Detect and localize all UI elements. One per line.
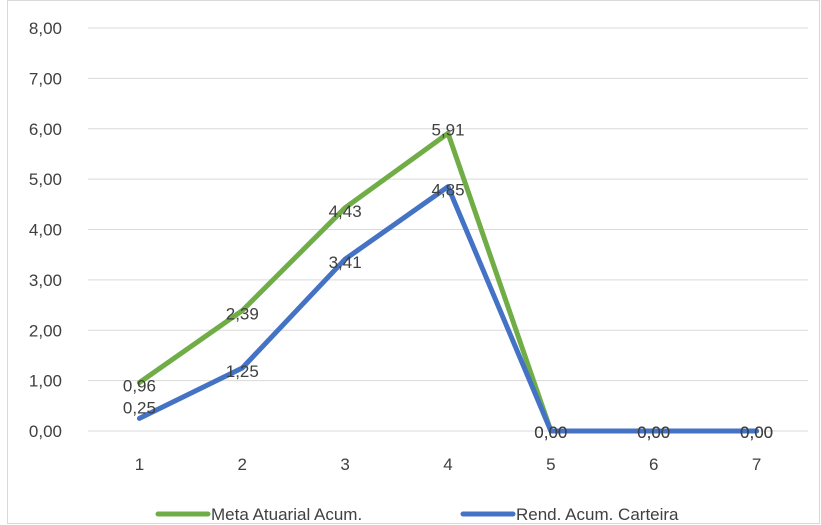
y-tick-label: 0,00 bbox=[29, 422, 62, 441]
x-axis-ticks: 1 2 3 4 5 6 7 bbox=[135, 455, 762, 474]
data-label: 3,41 bbox=[329, 253, 362, 272]
x-tick-label: 1 bbox=[135, 455, 144, 474]
data-label: 1,25 bbox=[226, 362, 259, 381]
x-tick-label: 2 bbox=[238, 455, 247, 474]
x-tick-label: 3 bbox=[340, 455, 349, 474]
y-tick-label: 2,00 bbox=[29, 321, 62, 340]
y-tick-label: 5,00 bbox=[29, 170, 62, 189]
x-tick-label: 6 bbox=[649, 455, 658, 474]
data-label: 0,00 bbox=[740, 423, 773, 442]
data-label: 0,00 bbox=[534, 423, 567, 442]
data-label: 0,00 bbox=[637, 423, 670, 442]
data-label: 0,25 bbox=[123, 398, 156, 417]
x-tick-label: 4 bbox=[443, 455, 452, 474]
series-line-2 bbox=[136, 184, 760, 434]
data-label: 0,00 bbox=[740, 423, 773, 442]
legend-label: Meta Atuarial Acum. bbox=[211, 505, 362, 524]
x-tick-label: 5 bbox=[546, 455, 555, 474]
data-label: 5,91 bbox=[431, 120, 464, 139]
data-label: 0,96 bbox=[123, 377, 156, 396]
data-label: 0,00 bbox=[637, 423, 670, 442]
legend: Meta Atuarial Acum. Rend. Acum. Carteira bbox=[155, 505, 679, 524]
chart-area bbox=[7, 0, 820, 524]
y-tick-label: 3,00 bbox=[29, 271, 62, 290]
data-label: 0,00 bbox=[534, 423, 567, 442]
data-labels: 0,96 2,39 4,43 5,91 0,00 0,00 0,00 0,25 1,25 3,41… bbox=[123, 120, 773, 442]
series-line-1 bbox=[136, 130, 760, 434]
x-tick-label: 7 bbox=[752, 455, 761, 474]
y-tick-label: 1,00 bbox=[29, 372, 62, 391]
y-tick-label: 4,00 bbox=[29, 221, 62, 240]
series-lines bbox=[136, 130, 760, 434]
data-label: 4,85 bbox=[431, 181, 464, 200]
gridlines bbox=[88, 27, 808, 432]
y-tick-label: 8,00 bbox=[29, 19, 62, 38]
data-label: 4,43 bbox=[329, 202, 362, 221]
legend-label: Rend. Acum. Carteira bbox=[516, 505, 679, 524]
y-axis-ticks: 0,00 1,00 2,00 3,00 4,00 5,00 6,00 7,00 8,00 bbox=[29, 19, 62, 441]
y-tick-label: 6,00 bbox=[29, 120, 62, 139]
data-label: 2,39 bbox=[226, 305, 259, 324]
y-tick-label: 7,00 bbox=[29, 69, 62, 88]
